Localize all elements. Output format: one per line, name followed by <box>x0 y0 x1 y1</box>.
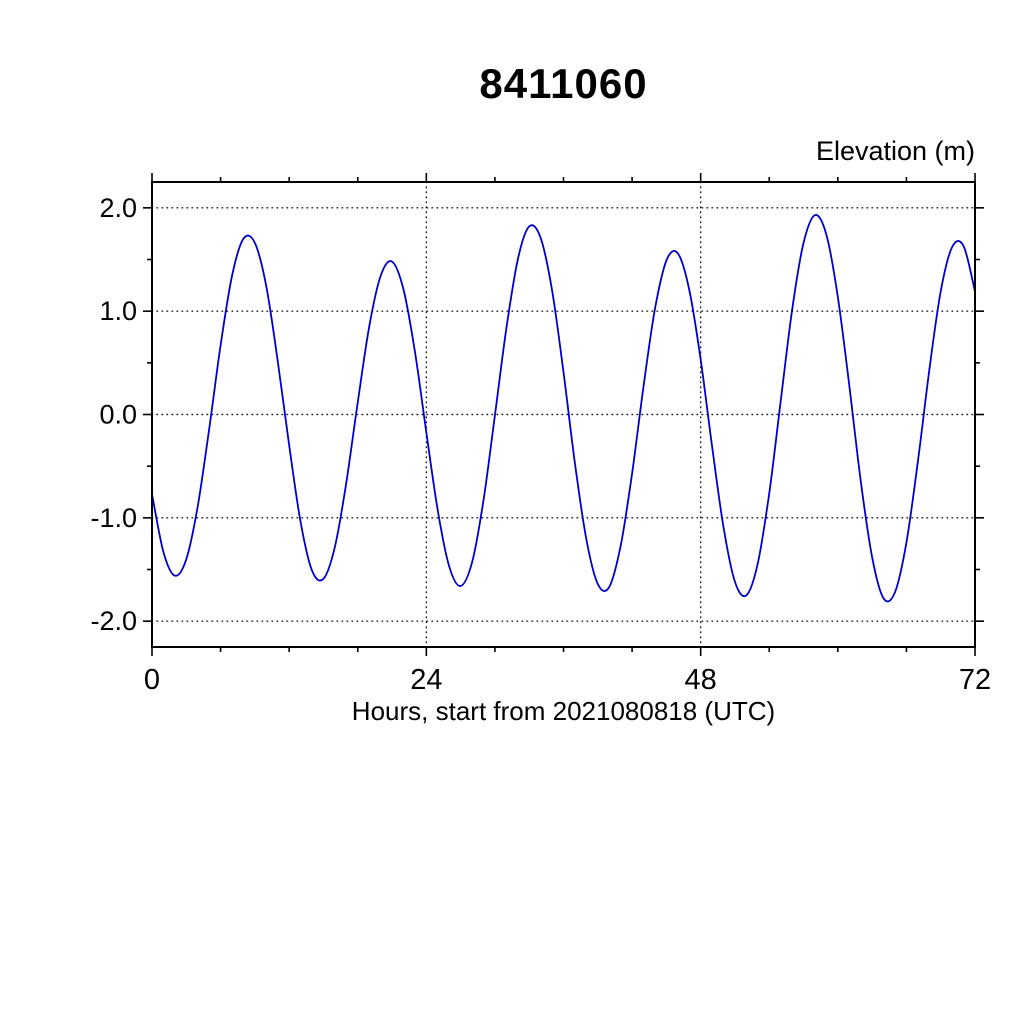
tick-labels: 0 24 48 72 2.0 1.0 0.0 -1.0 -2.0 <box>90 193 991 696</box>
y-tick-label: 2.0 <box>99 193 137 223</box>
chart-title: 8411060 <box>479 60 648 107</box>
x-tick-label: 24 <box>410 664 442 696</box>
plot-border <box>151 181 976 648</box>
y-tick-label: -2.0 <box>90 606 137 636</box>
tide-curve <box>151 214 976 603</box>
x-tick-label: 0 <box>144 664 160 696</box>
y-tick-label: 1.0 <box>99 296 137 326</box>
x-axis-title: Hours, start from 2021080818 (UTC) <box>351 696 776 726</box>
x-tick-label: 72 <box>959 664 991 696</box>
x-tick-label: 48 <box>685 664 717 696</box>
y-tick-label: -1.0 <box>90 503 137 533</box>
y-axis-title: Elevation (m) <box>815 136 975 166</box>
gridlines <box>151 181 976 648</box>
y-tick-label: 0.0 <box>99 400 137 430</box>
